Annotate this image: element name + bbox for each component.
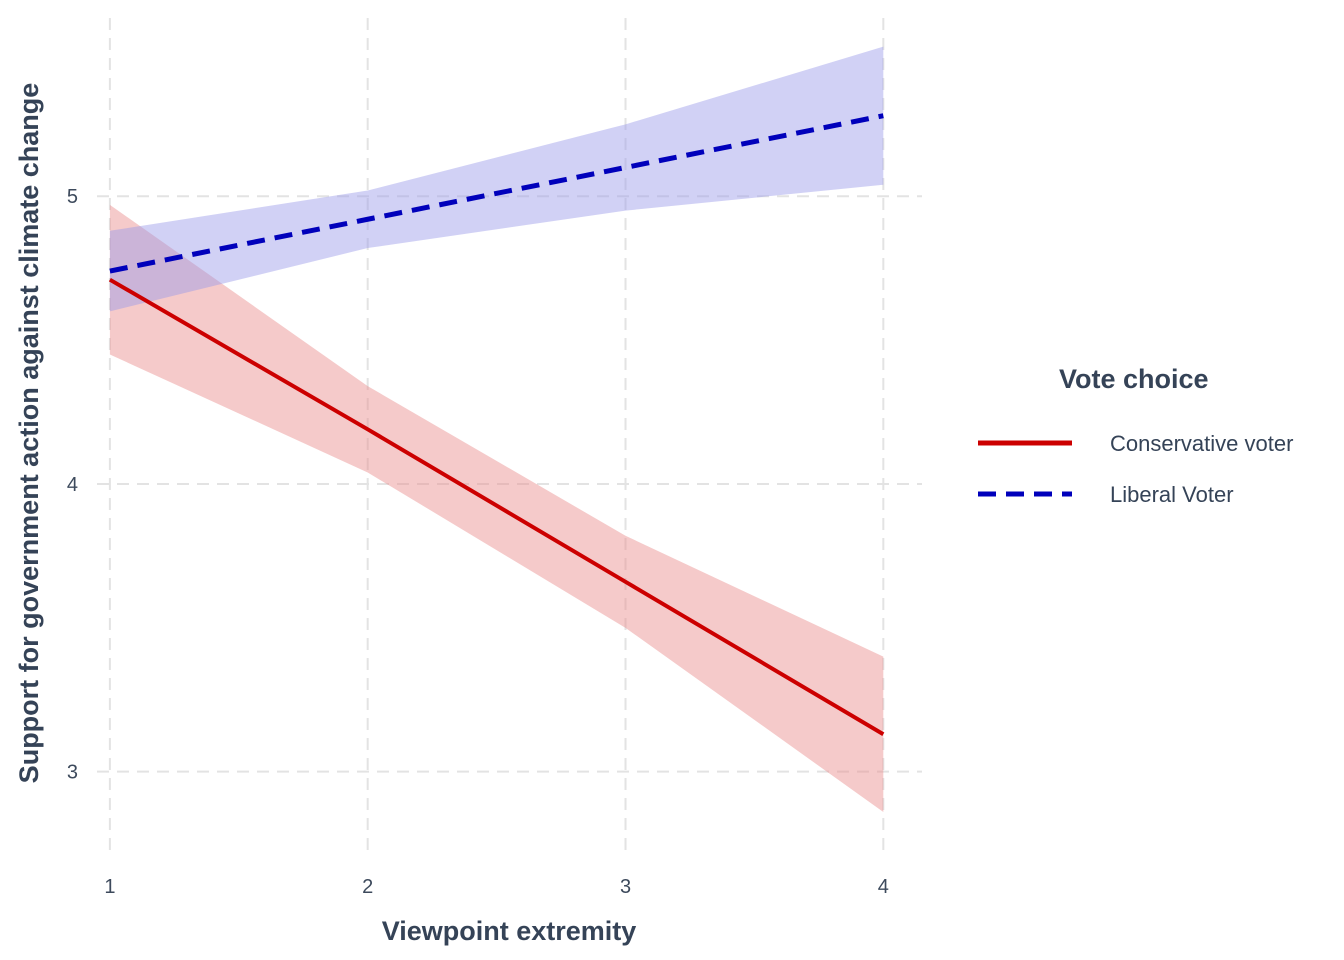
y-tick-label: 4 [67, 474, 78, 496]
x-tick-label: 3 [620, 876, 631, 898]
legend-title: Vote choice [1059, 364, 1209, 394]
x-tick-label: 1 [104, 876, 115, 898]
legend-label-liberal: Liberal Voter [1110, 482, 1234, 507]
legend-items: Conservative voter Liberal Voter [978, 431, 1293, 507]
series-lines [108, 113, 885, 737]
y-tick-label: 3 [67, 762, 78, 784]
confidence-ribbons [109, 46, 884, 812]
legend-label-conservative: Conservative voter [1110, 431, 1293, 456]
x-tick-label: 4 [878, 876, 889, 898]
tick-labels: 1 2 3 4 3 4 5 [67, 186, 889, 898]
series-line-conservative [108, 277, 885, 737]
x-tick-label: 2 [362, 876, 373, 898]
legend: Vote choice Conservative voter Liberal Vo… [978, 364, 1293, 507]
grid-lines [97, 18, 922, 858]
y-axis-title: Support for government action against cl… [14, 83, 44, 784]
confidence-ribbon-conservative [109, 204, 884, 812]
series-line-liberal [109, 113, 884, 274]
confidence-ribbon-liberal [109, 46, 884, 312]
y-tick-label: 5 [67, 186, 78, 208]
x-axis-title: Viewpoint extremity [382, 916, 637, 946]
